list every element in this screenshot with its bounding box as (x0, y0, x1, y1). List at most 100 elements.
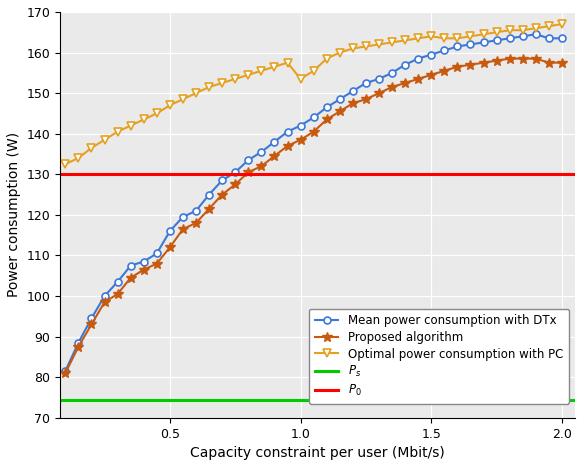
Proposed algorithm (271, 153, 278, 159)
$P_0$ (297, 171, 304, 177)
Proposed algorithm (179, 226, 186, 232)
Mean power consumption with DTx (389, 70, 396, 76)
Optimal power consumption with PC (467, 34, 474, 39)
Mean power consumption with DTx (219, 177, 226, 183)
Proposed algorithm (258, 163, 265, 169)
Proposed algorithm (559, 60, 566, 65)
Mean power consumption with DTx (62, 368, 69, 374)
Legend: Mean power consumption with DTx, Proposed algorithm, Optimal power consumption w: Mean power consumption with DTx, Propose… (309, 309, 569, 404)
Proposed algorithm (297, 137, 304, 142)
Mean power consumption with DTx (402, 62, 409, 68)
Proposed algorithm (205, 206, 212, 212)
Mean power consumption with DTx (428, 52, 435, 57)
Proposed algorithm (493, 58, 500, 64)
Mean power consumption with DTx (284, 129, 291, 134)
Proposed algorithm (428, 72, 435, 78)
Mean power consumption with DTx (153, 251, 160, 256)
Proposed algorithm (375, 90, 382, 96)
Optimal power consumption with PC (375, 42, 382, 47)
Proposed algorithm (75, 344, 82, 350)
Optimal power consumption with PC (519, 28, 526, 33)
Proposed algorithm (336, 108, 343, 114)
Optimal power consumption with PC (88, 145, 95, 151)
Mean power consumption with DTx (454, 43, 461, 49)
Proposed algorithm (101, 299, 108, 305)
Optimal power consumption with PC (454, 35, 461, 41)
Optimal power consumption with PC (402, 37, 409, 43)
Optimal power consumption with PC (258, 68, 265, 74)
Optimal power consumption with PC (506, 28, 513, 33)
Optimal power consumption with PC (271, 64, 278, 70)
Proposed algorithm (219, 192, 226, 198)
Optimal power consumption with PC (349, 46, 356, 51)
Line: Mean power consumption with DTx: Mean power consumption with DTx (62, 31, 566, 375)
Optimal power consumption with PC (545, 23, 552, 29)
Mean power consumption with DTx (415, 56, 422, 62)
Mean power consumption with DTx (310, 115, 317, 120)
Mean power consumption with DTx (88, 316, 95, 321)
Optimal power consumption with PC (140, 117, 147, 122)
Proposed algorithm (533, 56, 540, 62)
Line: Optimal power consumption with PC: Optimal power consumption with PC (61, 20, 566, 168)
Mean power consumption with DTx (179, 214, 186, 219)
Proposed algorithm (232, 182, 239, 187)
Mean power consumption with DTx (166, 228, 173, 234)
Mean power consumption with DTx (127, 263, 134, 269)
Proposed algorithm (323, 117, 330, 122)
Optimal power consumption with PC (284, 60, 291, 65)
Proposed algorithm (349, 100, 356, 106)
Mean power consumption with DTx (559, 35, 566, 41)
Mean power consumption with DTx (271, 139, 278, 145)
Proposed algorithm (140, 267, 147, 272)
Optimal power consumption with PC (114, 129, 121, 134)
Proposed algorithm (284, 143, 291, 149)
Mean power consumption with DTx (519, 34, 526, 39)
Optimal power consumption with PC (480, 31, 487, 37)
Proposed algorithm (519, 56, 526, 62)
Optimal power consumption with PC (153, 111, 160, 116)
Proposed algorithm (402, 80, 409, 86)
Proposed algorithm (363, 96, 370, 102)
Mean power consumption with DTx (441, 48, 448, 53)
Optimal power consumption with PC (75, 155, 82, 161)
Mean power consumption with DTx (297, 123, 304, 128)
Optimal power consumption with PC (232, 76, 239, 82)
Optimal power consumption with PC (323, 56, 330, 62)
Optimal power consumption with PC (62, 161, 69, 167)
Proposed algorithm (454, 64, 461, 70)
Mean power consumption with DTx (193, 208, 200, 213)
Mean power consumption with DTx (533, 31, 540, 37)
Mean power consumption with DTx (101, 293, 108, 299)
$P_s$ (297, 396, 304, 402)
Optimal power consumption with PC (193, 90, 200, 96)
Optimal power consumption with PC (559, 21, 566, 27)
Mean power consumption with DTx (232, 170, 239, 175)
Proposed algorithm (506, 56, 513, 62)
$P_0$ (36, 171, 42, 177)
Optimal power consumption with PC (363, 43, 370, 49)
Proposed algorithm (467, 62, 474, 68)
Proposed algorithm (127, 275, 134, 281)
Proposed algorithm (153, 261, 160, 266)
X-axis label: Capacity constraint per user (Mbit/s): Capacity constraint per user (Mbit/s) (190, 446, 445, 460)
Mean power consumption with DTx (493, 37, 500, 43)
Proposed algorithm (389, 84, 396, 90)
Optimal power consumption with PC (179, 96, 186, 102)
Proposed algorithm (310, 129, 317, 134)
Mean power consumption with DTx (114, 279, 121, 284)
Mean power consumption with DTx (245, 157, 252, 163)
Mean power consumption with DTx (336, 96, 343, 102)
Mean power consumption with DTx (349, 88, 356, 94)
Mean power consumption with DTx (258, 149, 265, 155)
Proposed algorithm (480, 60, 487, 65)
Mean power consumption with DTx (140, 259, 147, 264)
Mean power consumption with DTx (480, 40, 487, 45)
Proposed algorithm (193, 220, 200, 226)
Mean power consumption with DTx (545, 35, 552, 41)
Mean power consumption with DTx (75, 340, 82, 346)
Mean power consumption with DTx (205, 192, 212, 198)
Proposed algorithm (166, 245, 173, 250)
Mean power consumption with DTx (363, 80, 370, 86)
Proposed algorithm (545, 60, 552, 65)
Optimal power consumption with PC (297, 76, 304, 82)
